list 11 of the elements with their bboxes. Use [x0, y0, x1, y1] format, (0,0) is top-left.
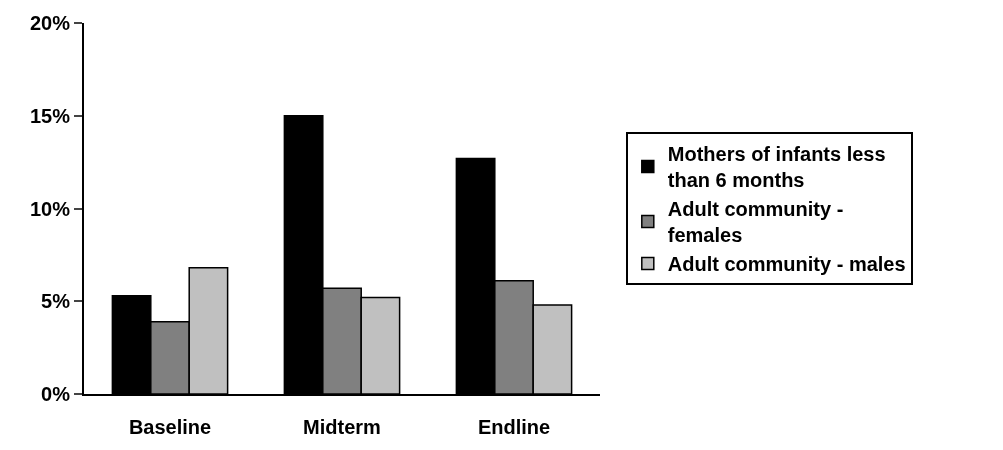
x-tick-label: Baseline	[128, 416, 212, 438]
y-tick-label: 5%	[41, 290, 71, 313]
legend-label: Adult community - females	[667, 198, 844, 247]
legend-label: Mothers of infants less than 6 months	[667, 143, 886, 192]
legend-label: Adult community - males	[667, 253, 906, 276]
x-tick-label: Endline	[477, 416, 551, 438]
y-tick-label: 0%	[41, 383, 71, 405]
x-tick-label: Midterm	[303, 416, 381, 438]
y-tick-label: 15%	[29, 104, 71, 127]
y-tick-label: 10%	[29, 197, 71, 220]
y-tick-label: 20%	[29, 12, 71, 34]
